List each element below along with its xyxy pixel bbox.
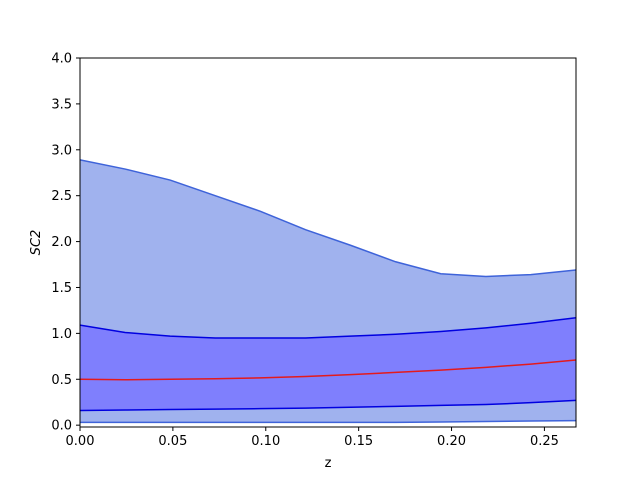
x-tick-label: 0.10 [251,434,280,449]
y-tick-label: 4.0 [51,52,72,67]
median-line [80,359,576,381]
y-tick-label: 3.0 [51,143,72,158]
y-tick-label: 0.5 [51,373,72,388]
y-axis: 0.0 0.5 1.0 1.5 2.0 2.5 3.0 3.5 4.0 [51,52,80,434]
x-tick-label: 0.00 [66,434,95,449]
y-tick-label: 2.0 [51,235,72,250]
y-tick-label: 1.5 [51,281,72,296]
x-axis: 0.00 0.05 0.10 0.15 0.20 0.25 [66,427,559,449]
outer-band-lower-line [80,419,576,424]
x-tick-label: 0.15 [344,434,373,449]
outer-band-upper-line [80,159,576,278]
y-tick-label: 0.0 [51,419,72,434]
x-tick-label: 0.05 [158,434,187,449]
inner-band-lower-line [80,399,576,412]
plot-area [80,159,576,424]
y-tick-label: 3.5 [51,97,72,112]
y-axis-label: SC2 [29,230,44,256]
x-axis-label: z [325,456,332,471]
axes-frame [79,57,577,428]
x-tick-label: 0.20 [437,434,466,449]
y-tick-label: 1.0 [51,327,72,342]
inner-band-upper-line [80,317,576,339]
x-tick-label: 0.25 [530,434,559,449]
y-tick-label: 2.5 [51,189,72,204]
inner-band-area [80,317,576,411]
